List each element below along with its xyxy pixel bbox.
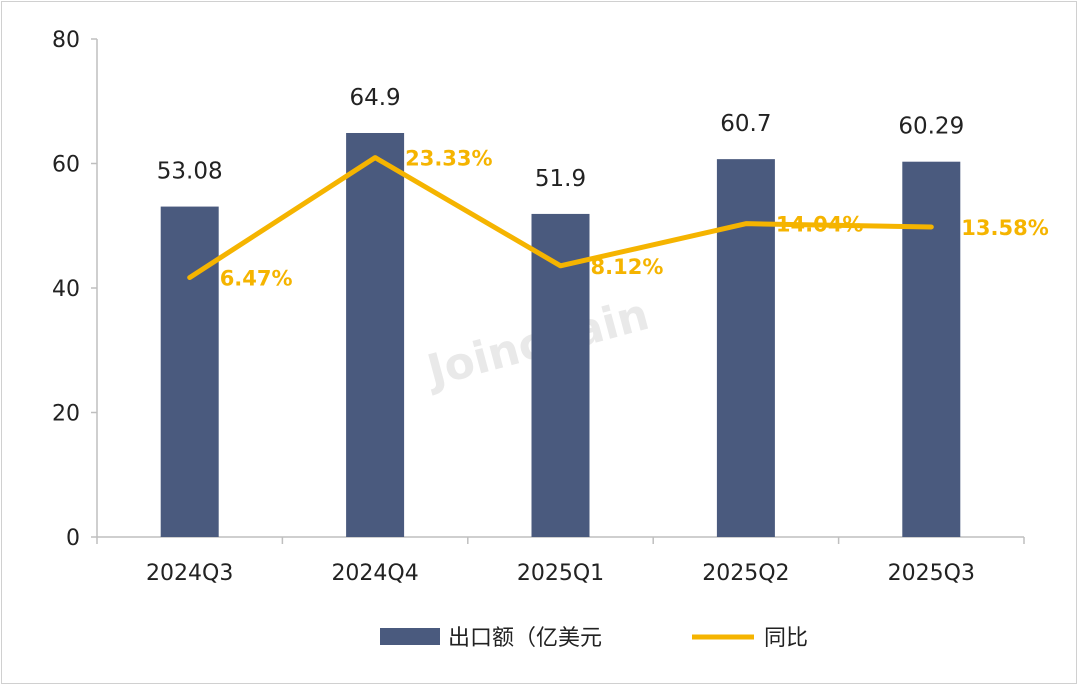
x-tick-label: 2024Q4 <box>331 561 418 586</box>
y-tick-label: 60 <box>52 153 80 178</box>
y-tick-label: 20 <box>52 402 80 427</box>
growth-value-label: 23.33% <box>405 147 492 171</box>
bar-value-label: 53.08 <box>157 159 223 185</box>
x-tick-label: 2025Q3 <box>888 561 975 586</box>
x-tick-label: 2025Q1 <box>517 561 604 586</box>
x-tick-label: 2025Q2 <box>702 561 789 586</box>
legend-label-bar: 出口额（亿美元 <box>448 626 602 651</box>
bar-value-label: 64.9 <box>349 85 400 111</box>
bar <box>346 133 404 537</box>
growth-value-label: 13.58% <box>961 216 1048 240</box>
bar-value-label: 51.9 <box>535 166 586 192</box>
y-tick-label: 0 <box>66 526 80 551</box>
bar <box>902 162 960 537</box>
x-tick-label: 2024Q3 <box>146 561 233 586</box>
bar-value-label: 60.29 <box>898 114 964 140</box>
growth-value-label: 6.47% <box>220 267 293 291</box>
bar <box>717 159 775 537</box>
y-tick-label: 40 <box>52 277 80 302</box>
bar <box>161 207 219 537</box>
growth-value-label: 8.12% <box>591 255 664 279</box>
bar-value-label: 60.7 <box>720 111 771 137</box>
legend-swatch-bar <box>380 628 440 645</box>
legend-label-line: 同比 <box>764 626 808 651</box>
legend: 出口额（亿美元 同比 <box>380 626 808 651</box>
y-tick-label: 80 <box>52 28 80 53</box>
growth-value-label: 14.04% <box>776 213 863 237</box>
bar-series <box>161 133 961 537</box>
